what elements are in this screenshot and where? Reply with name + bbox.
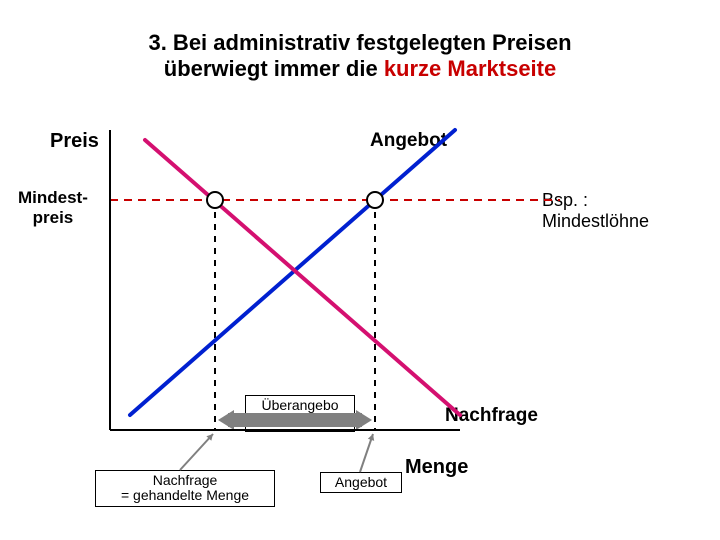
supply-demand-diagram [0, 0, 720, 540]
